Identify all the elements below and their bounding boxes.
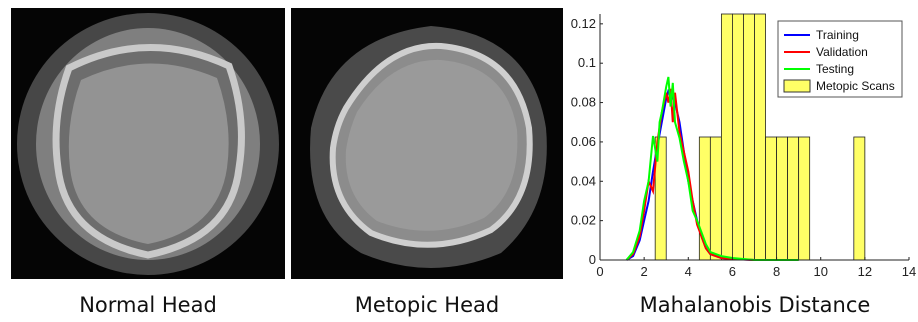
ct-scan-metopic-head-icon xyxy=(291,8,563,279)
caption-metopic-head: Metopic Head xyxy=(354,293,500,317)
x-tick-label: 2 xyxy=(641,264,648,279)
ct-scan-normal-head-icon xyxy=(11,8,285,279)
y-tick-label: 0.04 xyxy=(571,173,596,188)
legend-swatch-metopic xyxy=(783,79,811,93)
histogram-bar xyxy=(743,13,755,261)
histogram-bar xyxy=(709,136,722,261)
histogram-bar xyxy=(853,136,866,261)
histogram-bar xyxy=(765,136,777,261)
normal-head-image xyxy=(11,8,285,279)
legend: Training Validation Testing Metopic Scan… xyxy=(777,20,903,98)
y-tick-label: 0.02 xyxy=(571,213,596,228)
histogram-bar xyxy=(732,13,744,261)
y-tick-label: 0.1 xyxy=(578,55,596,70)
histogram-bar xyxy=(776,136,789,261)
series-line-testing xyxy=(625,76,799,261)
caption-normal-head: Normal Head xyxy=(79,293,217,317)
histogram-bar xyxy=(787,136,800,261)
mahalanobis-chart: 0 2 4 6 8 10 12 14 0 0.02 0.04 0.06 0.08 0.1 0.12 Trai… xyxy=(560,0,918,290)
y-tick-label: 0 xyxy=(589,252,596,267)
metopic-head-image xyxy=(291,8,563,279)
x-tick-label: 0 xyxy=(596,264,603,279)
legend-label-testing: Testing xyxy=(816,62,854,76)
chart-svg: 0 2 4 6 8 10 12 14 0 0.02 0.04 0.06 0.08 0.1 0.12 Trai… xyxy=(571,13,916,279)
caption-mahalanobis-distance: Mahalanobis Distance xyxy=(639,293,871,317)
x-tick-label: 4 xyxy=(685,264,692,279)
legend-label-metopic: Metopic Scans xyxy=(816,79,895,93)
y-tick-label: 0.08 xyxy=(571,95,596,110)
x-tick-label: 6 xyxy=(729,264,736,279)
x-tick-label: 10 xyxy=(813,264,827,279)
legend-label-validation: Validation xyxy=(816,45,868,59)
histogram-bar xyxy=(798,136,811,261)
legend-label-training: Training xyxy=(816,28,859,42)
x-tick-label: 14 xyxy=(902,264,916,279)
histogram-bar xyxy=(720,13,733,261)
x-tick-label: 12 xyxy=(858,264,872,279)
y-tick-label: 0.12 xyxy=(571,16,596,31)
y-tick-label: 0.06 xyxy=(571,134,596,149)
x-tick-label: 8 xyxy=(773,264,780,279)
histogram-bar xyxy=(754,13,766,261)
